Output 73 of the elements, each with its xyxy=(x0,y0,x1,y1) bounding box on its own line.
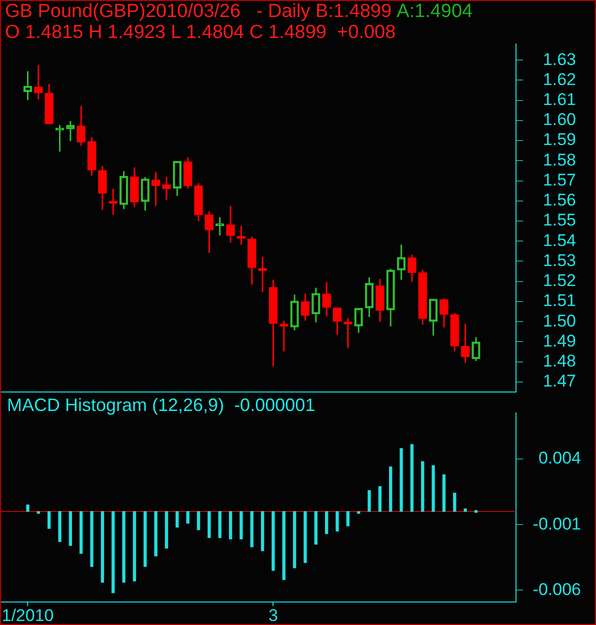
bar xyxy=(432,465,435,512)
bar xyxy=(389,466,392,512)
bar xyxy=(336,511,339,532)
bar xyxy=(250,511,254,548)
y-tick-label: 1.62 xyxy=(542,70,576,89)
bar xyxy=(421,461,424,512)
y-tick-label: 0.004 xyxy=(538,448,581,468)
bar xyxy=(357,511,360,514)
y-tick-label: 1.55 xyxy=(542,210,576,230)
x-tick-label: 1/2010 xyxy=(2,606,54,625)
bar xyxy=(186,511,190,524)
bar xyxy=(176,511,179,528)
bar xyxy=(292,511,296,568)
bar xyxy=(378,486,382,512)
y-tick-label: 1.56 xyxy=(542,190,576,210)
y-tick-label: 1.60 xyxy=(542,110,576,130)
bar xyxy=(400,448,403,512)
bar xyxy=(36,511,40,514)
bar xyxy=(260,511,264,552)
y-tick-label: 1.48 xyxy=(542,352,576,371)
bar xyxy=(26,504,30,512)
bar xyxy=(208,511,211,538)
bar xyxy=(282,511,286,580)
bar xyxy=(474,510,478,513)
y-tick-label: 1.63 xyxy=(542,50,576,69)
bar xyxy=(442,474,446,512)
bar xyxy=(464,508,467,512)
candlestick xyxy=(258,257,267,292)
chart-title: MACD Histogram (12,26,9) -0.000001 xyxy=(7,395,316,415)
bar xyxy=(304,511,307,563)
y-tick-label: 1.59 xyxy=(542,130,576,150)
bar xyxy=(132,511,136,582)
bar xyxy=(228,511,232,540)
bar xyxy=(453,492,456,512)
candlestick xyxy=(344,318,352,348)
y-tick-label: 1.50 xyxy=(542,311,576,330)
bar xyxy=(122,511,126,583)
chart-subtitle: O 1.4815 H 1.4923 L 1.4804 C 1.4899 +0.008 xyxy=(5,22,396,43)
y-tick-label: -0.006 xyxy=(532,580,581,599)
y-tick-label: 1.53 xyxy=(542,250,576,270)
bar xyxy=(240,511,243,540)
bar xyxy=(346,511,350,526)
y-tick-label: 1.61 xyxy=(542,90,576,110)
y-tick-label: -0.001 xyxy=(532,514,581,534)
y-tick-label: 1.47 xyxy=(542,372,576,391)
y-tick-label: 1.58 xyxy=(542,150,576,170)
y-tick-label: 1.51 xyxy=(542,291,576,310)
bar xyxy=(410,444,414,512)
bar xyxy=(324,511,328,534)
text: A:1.4904 xyxy=(396,1,473,22)
candlestick xyxy=(108,188,118,215)
x-tick-label: 3 xyxy=(268,606,278,625)
bar xyxy=(154,511,158,556)
chart-title: GB Pound(GBP)2010/03/26 - Daily B:1.4899 xyxy=(5,1,392,22)
bar xyxy=(90,511,94,567)
bar xyxy=(112,511,115,594)
bar xyxy=(164,511,168,549)
bar xyxy=(368,490,371,512)
bar xyxy=(100,511,104,583)
y-tick-label: 1.52 xyxy=(542,271,576,290)
y-tick-label: 1.57 xyxy=(542,170,576,190)
y-tick-label: 1.49 xyxy=(542,331,576,350)
bar xyxy=(218,511,222,538)
bar xyxy=(80,511,83,554)
bar xyxy=(48,511,51,529)
bar xyxy=(58,511,62,542)
bar xyxy=(196,511,200,530)
bar xyxy=(314,511,318,545)
y-tick-label: 1.54 xyxy=(542,230,576,250)
candlestick xyxy=(280,320,288,352)
bar xyxy=(272,511,275,571)
bar xyxy=(68,511,72,546)
bar xyxy=(144,511,147,567)
